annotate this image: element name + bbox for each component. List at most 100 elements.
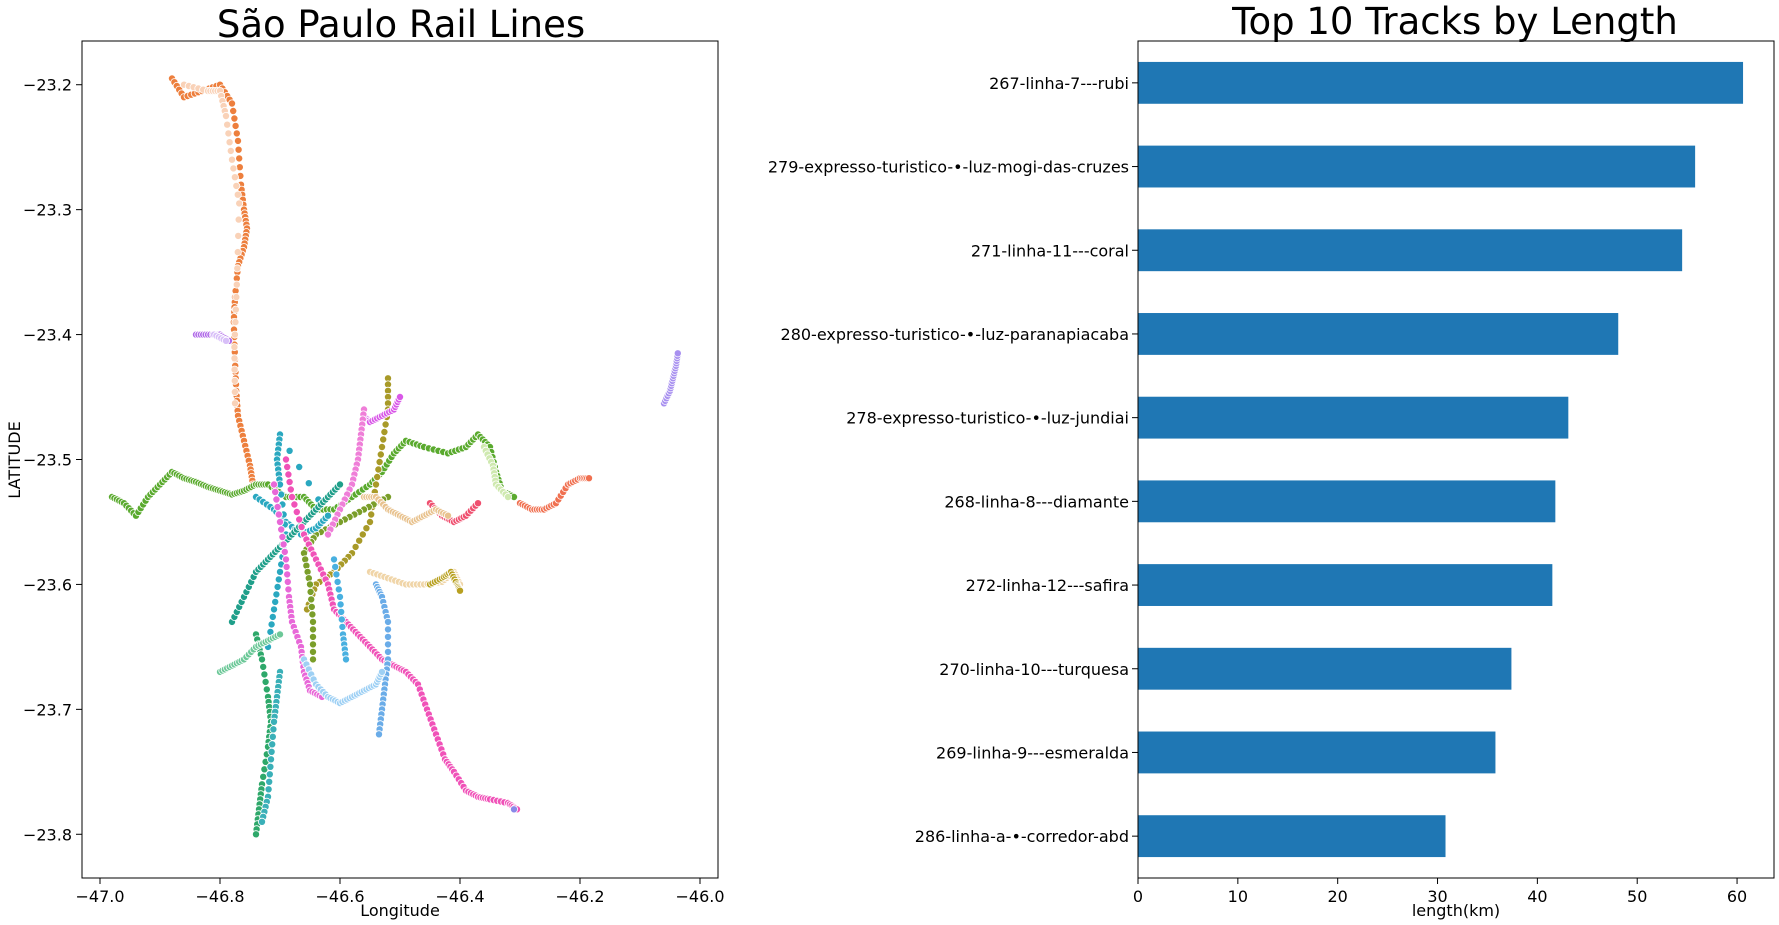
scatter-point (230, 330, 239, 339)
scatter-point (292, 507, 301, 516)
scatter-point (230, 365, 239, 374)
scatter-point (275, 567, 284, 576)
scatter-point (230, 343, 239, 352)
scatter-point (509, 805, 518, 814)
scatter-point (227, 155, 236, 164)
scatter-point (227, 99, 236, 108)
scatter-y-tick-label: −23.5 (23, 451, 72, 470)
scatter-point (383, 617, 392, 626)
scatter-point (297, 523, 306, 532)
scatter-point (266, 762, 275, 771)
scatter-point (383, 640, 392, 649)
scatter-point (287, 492, 296, 501)
scatter-x-tick-label: −47.0 (75, 887, 124, 906)
scatter-point (355, 536, 364, 545)
scatter-point (261, 677, 270, 686)
scatter-point (251, 830, 260, 839)
scatter-point (231, 318, 240, 327)
bar (1138, 229, 1683, 272)
scatter-point (269, 717, 278, 726)
scatter-point (232, 280, 241, 289)
bar (1138, 61, 1744, 104)
bar-category-label: 286-linha-a-•-corredor-abd (915, 827, 1129, 846)
bar-x-tick-label: 0 (1133, 887, 1143, 906)
scatter-point (443, 511, 452, 520)
scatter-point (673, 349, 682, 358)
scatter-y-axis-label: LATITUDE (5, 421, 24, 498)
scatter-point (268, 612, 277, 621)
scatter-point (335, 592, 344, 601)
bar-title: Top 10 Tracks by Length (1231, 0, 1678, 43)
scatter-point (295, 515, 304, 524)
scatter-point (341, 655, 350, 664)
scatter-point (455, 586, 464, 595)
scatter-point (367, 510, 376, 519)
scatter-point (374, 730, 383, 739)
scatter-point (257, 655, 266, 664)
scatter-point (266, 755, 275, 764)
scatter-point (221, 336, 230, 345)
scatter-y-tick-label: −23.6 (23, 575, 72, 594)
bar (1138, 145, 1696, 188)
scatter-x-tick-label: −46.4 (435, 887, 484, 906)
scatter-point (267, 747, 276, 756)
scatter-point (338, 622, 347, 631)
scatter-point (334, 585, 343, 594)
scatter-point (235, 163, 244, 172)
scatter-point (281, 455, 290, 464)
scatter-point (231, 121, 240, 130)
bar-x-tick-label: 10 (1228, 887, 1248, 906)
scatter-x-tick-label: −46.6 (315, 887, 364, 906)
scatter-point (271, 487, 280, 496)
bar-category-label: 279-expresso-turistico-•-luz-mogi-das-cr… (768, 158, 1129, 177)
bar (1138, 396, 1569, 439)
scatter-point (308, 647, 317, 656)
bar-category-label: 272-linha-12---safira (966, 576, 1129, 595)
bar-x-tick-label: 50 (1627, 887, 1647, 906)
scatter-point (273, 582, 282, 591)
scatter-point (362, 524, 371, 533)
bar-category-label: 267-linha-7---rubi (989, 74, 1129, 93)
bar (1138, 731, 1496, 774)
scatter-point (277, 525, 286, 534)
scatter-point (371, 480, 380, 489)
bar-frame (1137, 40, 1775, 879)
bar-x-tick-label: 20 (1328, 887, 1348, 906)
scatter-point (232, 181, 241, 190)
scatter-point (259, 662, 268, 671)
bar-x-axis-label: length(km) (1412, 901, 1500, 920)
scatter-point (329, 555, 338, 564)
scatter-point (235, 199, 244, 208)
scatter-point (307, 602, 316, 611)
scatter-point (224, 129, 233, 138)
bar-category-label: 278-expresso-turistico-•-luz-jundiai (846, 409, 1129, 428)
scatter-point (233, 264, 242, 273)
scatter-point (226, 146, 235, 155)
scatter-title: São Paulo Rail Lines (217, 3, 585, 46)
scatter-x-tick-label: −46.0 (675, 887, 724, 906)
scatter-point (269, 480, 278, 489)
scatter-point (259, 772, 268, 781)
scatter-point (337, 607, 346, 616)
scatter-x-axis-label: Longitude (360, 901, 440, 920)
scatter-point (290, 500, 299, 509)
scatter-y-tick-label: −23.3 (23, 201, 72, 220)
scatter-point (275, 518, 284, 527)
scatter-point (274, 510, 283, 519)
scatter-point (473, 499, 482, 508)
scatter-point (264, 785, 273, 794)
scatter-point (323, 511, 332, 520)
scatter-point (225, 138, 234, 147)
scatter-point (234, 215, 243, 224)
scatter-point (308, 617, 317, 626)
scatter-point (383, 647, 392, 656)
bar-ticks: 267-linha-7---rubi 279-expresso-turistico… (768, 74, 1747, 906)
scatter-point (233, 248, 242, 257)
scatter-point (230, 399, 239, 408)
scatter-y-tick-label: −23.2 (23, 76, 72, 95)
scatter-point (332, 570, 341, 579)
scatter-point (269, 725, 278, 734)
bar-category-label: 280-expresso-turistico-•-luz-paranapiaca… (781, 325, 1129, 344)
scatter-x-tick-label: −46.8 (195, 887, 244, 906)
